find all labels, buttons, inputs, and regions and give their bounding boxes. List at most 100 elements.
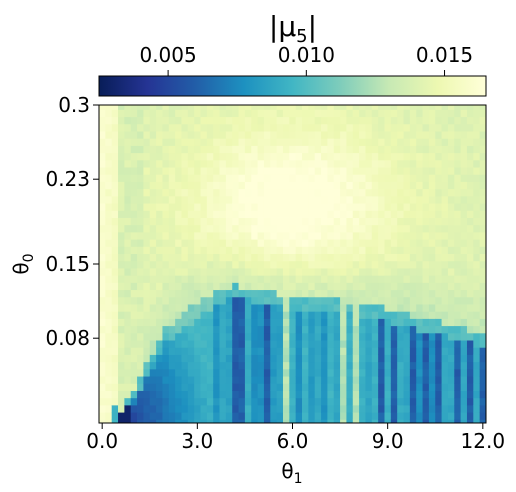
heatmap-cell <box>441 123 449 132</box>
heatmap-cell <box>321 325 328 334</box>
heatmap-cell <box>333 239 341 247</box>
heatmap-cell <box>99 361 106 370</box>
heatmap-cell <box>238 354 246 363</box>
heatmap-cell <box>359 246 366 255</box>
heatmap-cell <box>441 145 449 154</box>
heatmap-cell <box>257 332 265 341</box>
heatmap-cell <box>441 354 449 363</box>
heatmap-cell <box>479 217 487 226</box>
heatmap-cell <box>447 325 455 334</box>
heatmap-cell <box>327 109 335 118</box>
heatmap-cell <box>213 109 220 118</box>
heatmap-cell <box>473 368 481 377</box>
heatmap-cell <box>111 131 119 139</box>
heatmap-cell <box>321 253 328 262</box>
heatmap-cell <box>118 181 125 190</box>
heatmap-cell <box>346 368 354 377</box>
heatmap-cell <box>111 159 119 168</box>
heatmap-cell <box>289 253 297 262</box>
heatmap-cell <box>390 419 398 424</box>
heatmap-cell <box>225 231 233 240</box>
heatmap-cell <box>238 311 246 319</box>
heatmap-cell <box>409 123 417 132</box>
heatmap-cell <box>137 231 144 240</box>
heatmap-cell <box>99 282 106 291</box>
heatmap-cell <box>416 296 423 305</box>
heatmap-cell <box>403 354 411 363</box>
heatmap-cell <box>346 203 354 211</box>
heatmap-cell <box>289 289 297 298</box>
heatmap-cell <box>175 340 182 348</box>
heatmap-cell <box>289 412 297 420</box>
heatmap-cell <box>352 174 360 182</box>
heatmap-cell <box>168 105 176 110</box>
heatmap-cell <box>460 152 468 161</box>
heatmap-cell <box>340 159 347 168</box>
heatmap-cell <box>295 116 303 125</box>
heatmap-cell <box>340 368 347 377</box>
heatmap-cell <box>397 231 404 240</box>
heatmap-cell <box>466 145 474 154</box>
heatmap-cell <box>390 181 398 190</box>
heatmap-cell <box>289 217 297 226</box>
heatmap-cell <box>168 383 176 391</box>
heatmap-cell <box>181 231 189 240</box>
heatmap-cell <box>321 174 328 182</box>
heatmap-cell <box>409 282 417 291</box>
heatmap-cell <box>295 210 303 218</box>
heatmap-cell <box>175 116 182 125</box>
heatmap-cell <box>447 138 455 146</box>
heatmap-cell <box>200 354 208 363</box>
heatmap-cell <box>466 383 474 391</box>
heatmap-cell <box>428 354 436 363</box>
heatmap-cell <box>422 217 430 226</box>
heatmap-cell <box>130 397 138 406</box>
heatmap-cell <box>156 239 163 247</box>
heatmap-cell <box>390 260 398 269</box>
heatmap-cell <box>162 376 170 384</box>
heatmap-cell <box>187 347 195 355</box>
heatmap-cell <box>238 412 246 420</box>
y-tick-label: 0.08 <box>45 326 90 350</box>
heatmap-cell <box>359 354 366 363</box>
heatmap-cell <box>194 383 201 391</box>
heatmap-cell <box>162 282 170 291</box>
heatmap-cell <box>263 404 271 413</box>
heatmap-cell <box>352 296 360 305</box>
heatmap-cell <box>289 195 297 204</box>
heatmap-cell <box>441 318 449 327</box>
heatmap-cell <box>466 397 474 406</box>
heatmap-cell <box>422 361 430 370</box>
heatmap-cell <box>333 260 341 269</box>
heatmap-cell <box>352 210 360 218</box>
heatmap-cell <box>416 347 423 355</box>
heatmap-cell <box>162 123 170 132</box>
heatmap-cell <box>359 390 366 399</box>
heatmap-cell <box>225 311 233 319</box>
heatmap-cell <box>346 304 354 312</box>
heatmap-cell <box>143 109 151 118</box>
y-axis-label: θ0 <box>9 253 37 274</box>
heatmap-cell <box>365 181 373 190</box>
heatmap-cell <box>257 217 265 226</box>
heatmap-cell <box>340 105 347 110</box>
heatmap-cell <box>441 383 449 391</box>
heatmap-cell <box>137 404 144 413</box>
heatmap-cell <box>238 131 246 139</box>
heatmap-cell <box>295 289 303 298</box>
heatmap-cell <box>409 347 417 355</box>
heatmap-cell <box>333 217 341 226</box>
heatmap-cell <box>365 282 373 291</box>
heatmap-cell <box>460 203 468 211</box>
heatmap-cell <box>206 159 214 168</box>
heatmap-cell <box>314 203 322 211</box>
heatmap-cell <box>111 203 119 211</box>
heatmap-cell <box>403 383 411 391</box>
heatmap-cell <box>289 123 297 132</box>
heatmap-cell <box>130 138 138 146</box>
heatmap-cell <box>251 260 258 269</box>
heatmap-cell <box>137 368 144 377</box>
heatmap-cell <box>168 152 176 161</box>
heatmap-cell <box>289 361 297 370</box>
heatmap-cell <box>225 217 233 226</box>
